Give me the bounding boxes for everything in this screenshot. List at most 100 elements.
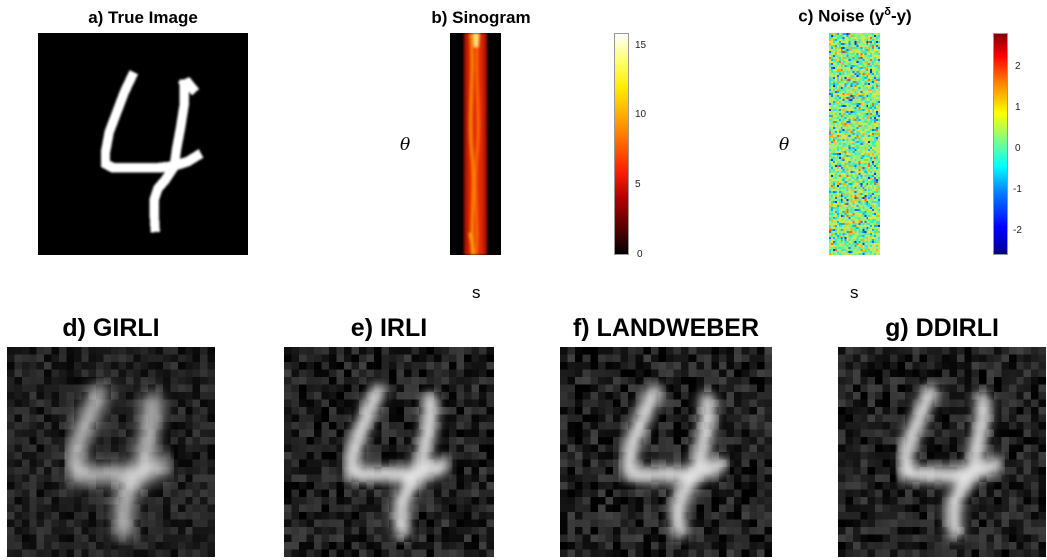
noise-pixel [830, 95, 833, 98]
recon-pixel [441, 414, 450, 423]
recon-pixel [21, 482, 30, 490]
recon-pixel [726, 459, 735, 468]
noise-pixel [846, 139, 849, 142]
noise-pixel [858, 65, 861, 68]
noise-pixel [832, 145, 835, 148]
noise-pixel [840, 185, 843, 188]
noise-pixel [858, 105, 861, 108]
noise-pixel [858, 165, 861, 168]
noise-pixel [870, 189, 873, 192]
noise-pixel [856, 71, 859, 74]
recon-pixel [306, 504, 315, 513]
noise-pixel [860, 149, 863, 152]
noise-pixel [848, 87, 851, 90]
noise-pixel [836, 245, 839, 248]
noise-pixel [844, 181, 847, 184]
noise-pixel [836, 89, 839, 92]
noise-pixel [870, 127, 873, 130]
recon-pixel [7, 399, 15, 408]
recon-pixel [73, 392, 82, 400]
noise-pixel [829, 217, 832, 220]
recon-pixel [291, 354, 300, 363]
noise-pixel [838, 235, 841, 238]
recon-pixel [411, 422, 420, 430]
recon-pixel [404, 422, 412, 430]
recon-pixel [441, 527, 450, 535]
noise-pixel [870, 97, 873, 100]
noise-pixel [830, 195, 833, 198]
noise-pixel [874, 163, 877, 166]
noise-pixel [834, 203, 837, 206]
noise-pixel [868, 227, 871, 230]
noise-pixel [846, 177, 849, 180]
noise-pixel [840, 37, 843, 40]
noise-pixel [870, 67, 873, 70]
noise-pixel [866, 113, 869, 116]
noise-pixel [858, 49, 861, 52]
recon-pixel [434, 534, 442, 543]
recon-pixel [635, 354, 644, 363]
noise-pixel [840, 193, 843, 196]
noise-pixel [840, 161, 843, 164]
noise-pixel [829, 69, 832, 72]
noise-pixel [838, 39, 841, 42]
recon-pixel [560, 452, 568, 460]
noise-pixel [878, 181, 880, 184]
noise-pixel [844, 67, 847, 70]
noise-pixel [864, 103, 867, 106]
noise-pixel [874, 131, 877, 134]
noise-pixel [874, 233, 877, 236]
recon-pixel [111, 519, 119, 528]
noise-pixel [842, 121, 845, 124]
noise-pixel [832, 81, 835, 84]
recon-pixel [306, 384, 315, 393]
noise-pixel [858, 225, 861, 228]
noise-pixel [842, 97, 845, 100]
noise-pixel [872, 61, 875, 64]
recon-pixel [688, 384, 697, 393]
noise-pixel [834, 125, 837, 128]
noise-pixel [872, 119, 875, 122]
noise-pixel [848, 123, 851, 126]
recon-pixel [73, 504, 82, 513]
noise-pixel [876, 243, 879, 246]
noise-pixel [858, 183, 861, 186]
noise-pixel [850, 187, 853, 190]
noise-pixel [842, 81, 845, 84]
recon-pixel [471, 504, 480, 513]
noise-pixel [866, 221, 869, 224]
noise-pixel [834, 193, 837, 196]
noise-pixel [850, 177, 853, 180]
recon-pixel [329, 467, 337, 475]
noise-pixel [874, 105, 877, 108]
noise-pixel [842, 153, 845, 156]
noise-pixel [838, 163, 841, 166]
noise-pixel [870, 151, 873, 154]
noise-pixel [838, 91, 841, 94]
noise-pixel [852, 119, 855, 122]
noise-pixel [840, 245, 843, 248]
recon-pixel [314, 534, 322, 543]
noise-pixel [854, 249, 857, 252]
noise-pixel [860, 223, 863, 226]
noise-pixel [862, 125, 865, 128]
recon-pixel [133, 504, 141, 513]
noise-pixel [846, 103, 849, 106]
noise-pixel [852, 205, 855, 208]
noise-pixel [842, 123, 845, 126]
noise-pixel [834, 199, 837, 202]
noise-pixel [840, 35, 843, 38]
noise-pixel [852, 215, 855, 218]
noise-pixel [836, 107, 839, 110]
noise-pixel [830, 167, 833, 170]
noise-pixel [836, 175, 839, 178]
recon-pixel [419, 369, 427, 378]
noise-pixel [854, 45, 857, 48]
noise-pixel [860, 97, 863, 100]
noise-pixel [854, 187, 857, 190]
recon-pixel [177, 362, 186, 370]
noise-pixel [850, 75, 853, 78]
noise-pixel [842, 217, 845, 220]
recon-pixel [7, 437, 15, 445]
recon-pixel [192, 467, 201, 475]
